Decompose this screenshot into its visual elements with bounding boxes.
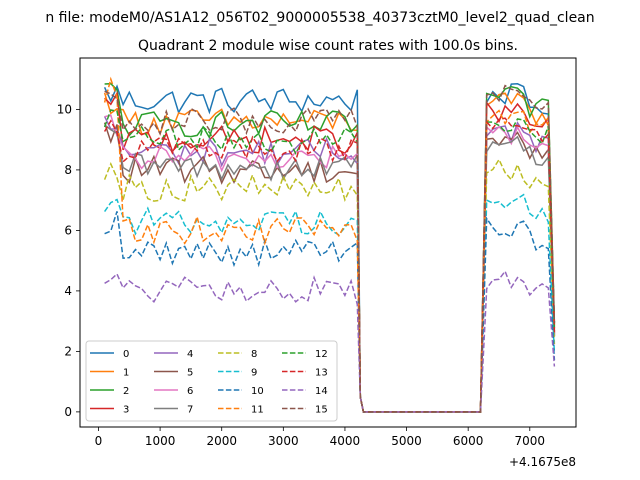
legend-label-6: 6 <box>187 386 193 397</box>
series-line-10 <box>104 211 556 413</box>
series-line-15 <box>104 84 556 413</box>
y-tick-label: 6 <box>64 223 72 237</box>
legend-label-7: 7 <box>187 405 193 416</box>
legend-label-15: 15 <box>315 405 328 416</box>
y-tick-label: 8 <box>64 163 72 177</box>
legend-label-14: 14 <box>315 386 328 397</box>
legend-label-8: 8 <box>251 349 257 360</box>
y-tick-label: 0 <box>64 405 72 419</box>
legend-label-12: 12 <box>315 349 328 360</box>
x-tick-label: 5000 <box>391 434 422 448</box>
legend-label-9: 9 <box>251 368 257 379</box>
x-tick-label: 3000 <box>268 434 299 448</box>
series-line-9 <box>103 193 556 413</box>
legend-label-10: 10 <box>251 386 264 397</box>
legend-label-11: 11 <box>251 405 264 416</box>
figure-suptitle: n file: modeM0/AS1A12_056T02_9000005538_… <box>45 10 594 26</box>
x-tick-label: 6000 <box>453 434 484 448</box>
x-offset-label: +4.1675e8 <box>509 455 576 469</box>
y-tick-label: 2 <box>64 344 72 358</box>
x-tick-label: 7000 <box>515 434 546 448</box>
y-tick-label: 4 <box>64 284 72 298</box>
series-line-14 <box>104 269 556 413</box>
x-tick-label: 1000 <box>145 434 176 448</box>
legend-box <box>85 340 338 422</box>
x-tick-label: 2000 <box>206 434 237 448</box>
plot-frame <box>79 57 577 428</box>
legend-label-2: 2 <box>123 386 129 397</box>
series-layer <box>103 76 556 413</box>
legend-label-1: 1 <box>123 368 129 379</box>
series-line-8 <box>103 158 556 413</box>
legend-label-3: 3 <box>123 405 129 416</box>
x-tick-label: 4000 <box>330 434 361 448</box>
legend-label-5: 5 <box>187 368 193 379</box>
legend-label-13: 13 <box>315 368 328 379</box>
x-tick-label: 0 <box>95 434 103 448</box>
y-tick-label: 10 <box>57 102 72 116</box>
legend-label-4: 4 <box>187 349 193 360</box>
chart-title: Quadrant 2 module wise count rates with … <box>138 38 518 54</box>
legend-label-0: 0 <box>123 349 129 360</box>
